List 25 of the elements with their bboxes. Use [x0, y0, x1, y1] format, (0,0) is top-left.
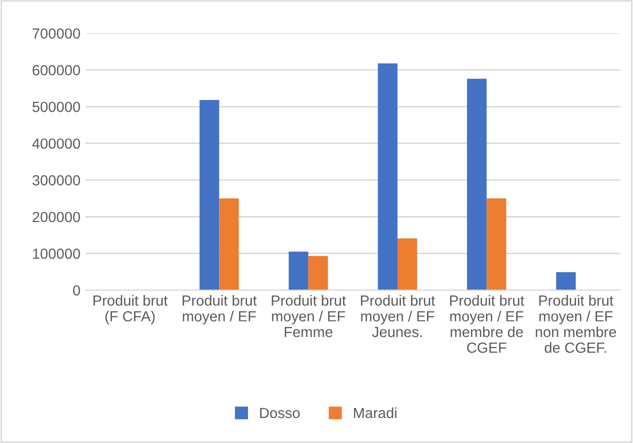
x-tick-label: Produit brut moyen / EF: [182, 295, 257, 324]
y-tick-label: 700000: [32, 28, 80, 39]
y-tick-label: 100000: [33, 248, 80, 259]
bar: [288, 252, 308, 290]
x-tick-label: Produit brut moyen / EF non membre de CGEF.: [536, 295, 616, 353]
y-tick-label: 200000: [32, 212, 80, 222]
bar: [200, 100, 220, 290]
bar: [397, 238, 418, 290]
y-tick-label: 600000: [32, 65, 80, 76]
x-tick-label: Produit brut moyen / EF Femme: [272, 295, 346, 338]
x-tick-label: Produit brut (F CFA): [94, 295, 168, 324]
legend-label: Maradi: [354, 407, 396, 418]
bar: [378, 63, 398, 290]
x-tick-label: Produit brut moyen / EF membre de CGEF: [450, 295, 524, 353]
bar: [556, 272, 576, 290]
bar: [308, 256, 328, 290]
bar: [486, 198, 506, 290]
y-tick-label: 300000: [32, 175, 80, 186]
x-tick-label: Produit brut moyen / EF Jeunes.: [360, 295, 436, 338]
bar: [219, 198, 239, 290]
y-tick-label: 500000: [32, 102, 80, 112]
y-tick-label: 400000: [32, 138, 80, 149]
legend-label: Dosso: [260, 408, 300, 418]
y-tick-label: 0: [73, 285, 80, 296]
bar: [467, 78, 487, 290]
